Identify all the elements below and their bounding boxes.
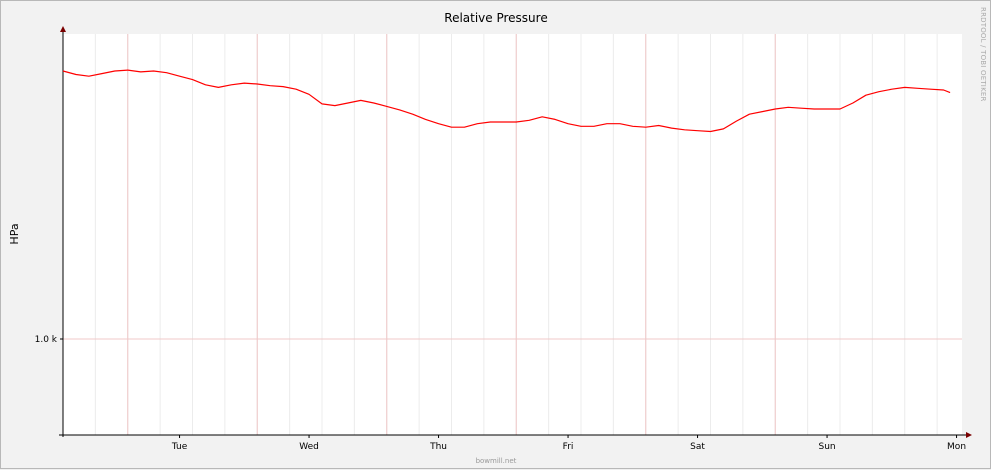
plot-background [63,34,962,435]
x-tick-label: Thu [429,442,447,452]
x-tick-label: Wed [299,442,319,452]
x-axis-arrow [966,432,972,438]
chart-title: Relative Pressure [444,11,547,25]
axes [59,26,972,438]
x-tick-label: Mon [947,442,966,452]
series-layer [62,69,951,133]
grid [63,34,962,435]
x-tick-label: Tue [171,442,188,452]
x-tick-labels: Tue Wed Thu Fri Sat Sun Mon [171,435,966,452]
y-axis-arrow [60,26,66,32]
x-tick-label: Sun [818,442,835,452]
y-axis-label: HPa [8,223,21,244]
rrdtool-credit: RRDTOOL / TOBI OETIKER [979,7,987,102]
y-tick-labels: 1.0 k [35,335,63,345]
y-tick-label: 1.0 k [35,335,58,345]
x-tick-label: Fri [563,442,574,452]
footer-credit: bowmill.net [476,457,517,465]
pressure-series-line [62,69,951,133]
x-tick-label: Sat [690,442,705,452]
